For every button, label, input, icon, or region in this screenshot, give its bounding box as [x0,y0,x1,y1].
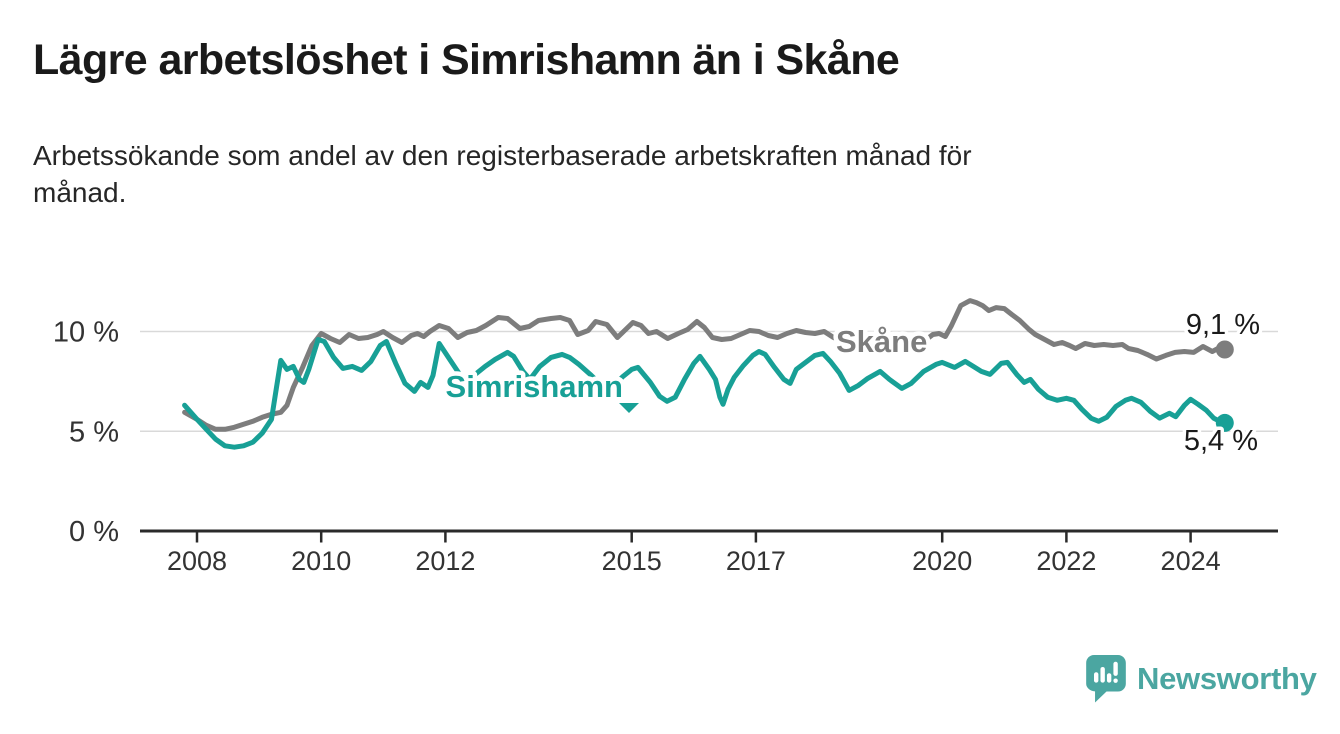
newsworthy-logo-icon [1086,655,1126,703]
simrishamn-end-value-label: 5,4 % [1184,425,1258,457]
newsworthy-brand-text: Newsworthy [1137,661,1317,696]
page-subtitle: Arbetssökande som andel av den registerb… [33,137,972,211]
subtitle-line-1: Arbetssökande som andel av den registerb… [33,140,972,171]
x-tick-label-2017: 2017 [726,546,786,576]
skane-end-value-label: 9,1 % [1186,309,1260,341]
x-tick-label-2020: 2020 [912,546,972,576]
y-tick-label-0: 0 % [69,516,119,548]
simrishamn-end-dot [1215,413,1234,432]
skane-end-dot [1215,340,1234,359]
y-tick-label-10: 10 % [53,317,119,349]
x-tick-label-2024: 2024 [1161,546,1221,576]
y-tick-label-5: 5 % [69,416,119,448]
x-tick-label-2015: 2015 [602,546,662,576]
x-tick-label-2012: 2012 [415,546,475,576]
simrishamn-label-pointer-icon [619,403,639,413]
x-tick-label-2022: 2022 [1036,546,1096,576]
subtitle-line-2: månad. [33,177,127,209]
page-title: Lägre arbetslöshet i Simrishamn än i Skå… [33,36,900,84]
simrishamn-line [182,337,1228,450]
x-tick-label-2010: 2010 [291,546,351,576]
skane-line [182,298,1228,432]
simrishamn-series-label: Simrishamn [446,369,623,404]
newsworthy-logo: Newsworthy [1086,655,1317,703]
x-tick-label-2008: 2008 [167,546,227,576]
skane-series-label: Skåne [836,324,927,359]
